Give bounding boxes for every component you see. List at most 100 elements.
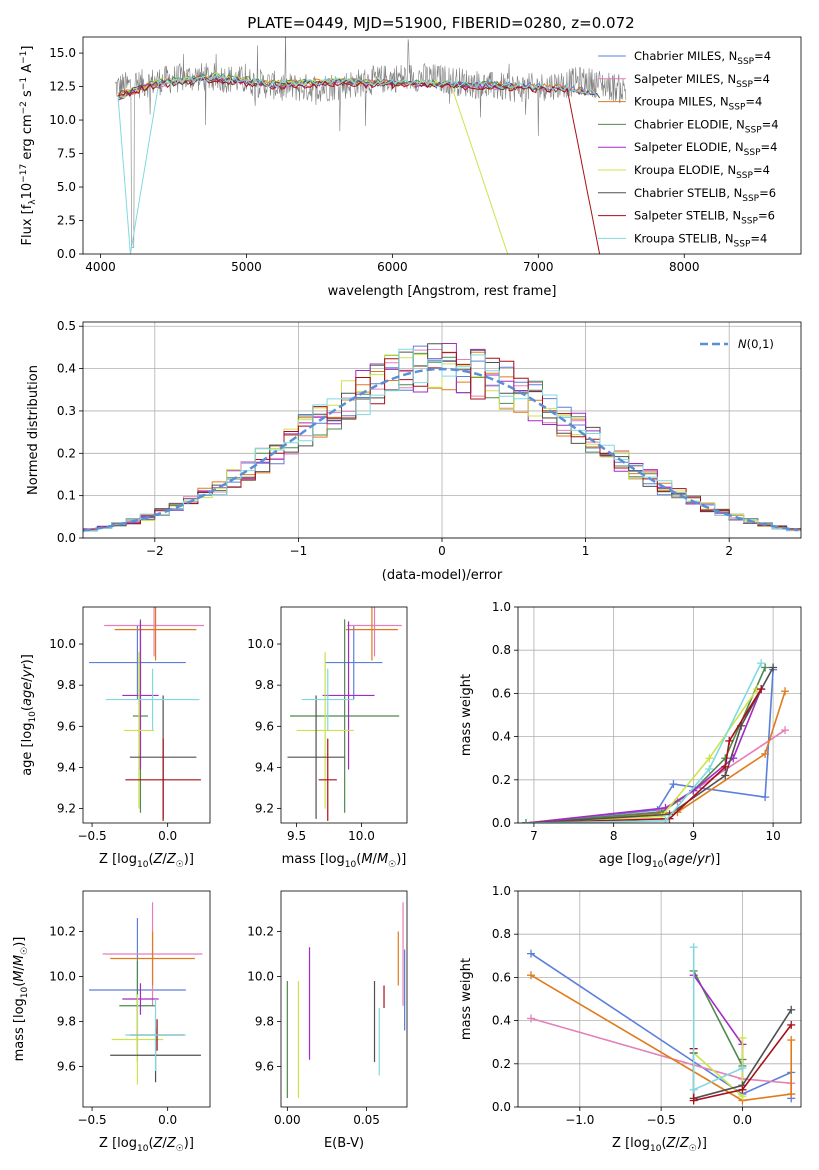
x-tick-label: 0.00 [274,1113,301,1127]
plus-marker [787,1020,796,1029]
mass-weight-line [693,974,744,1086]
y-tick-label: 10.2 [247,925,274,939]
x-tick-label: 10 [765,829,780,843]
y-tick-label: 9.8 [255,1015,274,1029]
axes-border [517,606,802,824]
plus-marker [769,663,778,672]
axes-age-vs-z: −0.5 0.0 9.2 9.4 9.6 9.8 10.0 Z [log10(Z/Z☉)] ag… [20,606,211,870]
x-tick-label: 9 [690,829,698,843]
x-tick-label: −2 [146,544,164,558]
y-tick-label: 15.0 [49,46,76,60]
plus-marker [721,754,730,763]
axes-frame: 7 8 9 10 0.0 0.2 0.4 0.6 0.8 1.0 [492,600,802,843]
legend: N(0,1) [700,337,774,351]
errorbar-point [296,652,354,809]
plus-marker [787,1005,796,1014]
x-tick-label: 7 [530,829,538,843]
errorbar-point [325,625,383,700]
y-tick-label: 0.4 [492,1014,511,1028]
x-tick-label: −0.5 [78,1113,107,1127]
y-tick-label: 0.2 [57,446,76,460]
errorbar-point [318,738,337,821]
y-tick-label: 9.2 [255,802,274,816]
observed-spectrum [114,37,627,248]
legend-label: Kroupa STELIB, NSSP=4 [634,231,767,249]
y-tick-label: 10.0 [49,113,76,127]
y-tick-label: 0.6 [492,970,511,984]
y-tick-label: 0.4 [57,362,76,376]
x-tick-label: 8 [610,829,618,843]
plus-marker [721,771,730,780]
y-axis-label: mass weight [459,674,474,756]
errorbar-point [122,983,159,1015]
y-tick-label: 0.8 [492,927,511,941]
y-tick-label: 10.0 [247,970,274,984]
errorbar-point [345,607,398,661]
errorbar-point [89,625,186,700]
model-spectrum-line [117,78,601,254]
y-tick-label: 9.8 [57,1015,76,1029]
axes-border [82,606,211,824]
x-axis-label: E(B-V) [324,1136,364,1151]
axes-border [280,890,408,1108]
axes-frame: −0.5 0.0 9.2 9.4 9.6 9.8 10.0 [49,606,211,843]
errorbar-point [123,652,155,809]
legend: Chabrier MILES, NSSP=4 Salpeter MILES, NS… [598,49,779,249]
x-tick-label: 4000 [85,260,116,274]
axes-age-vs-mass: 9.5 10.0 9.2 9.4 9.6 9.8 10.0 mass [log10(M/M☉)… [247,606,408,870]
y-tick-label: 10.0 [247,637,274,651]
x-tick-label: 2 [725,544,733,558]
y-tick-label: 5.0 [57,180,76,194]
axes-frame: −2 −1 0 1 2 0.0 0.1 0.2 0.3 0.4 0.5 [57,319,802,558]
mass-weight-line [525,667,774,823]
y-tick-label: 1.0 [492,600,511,614]
plus-marker [527,1014,536,1023]
plus-marker [689,1085,698,1094]
plus-marker [527,971,536,980]
y-axis-label: Normed distribution [26,365,41,495]
plus-marker [689,943,698,952]
y-tick-label: 9.6 [255,1060,274,1074]
x-tick-label: 0.0 [158,829,177,843]
x-tick-label: 7000 [523,260,554,274]
plus-marker [705,754,714,763]
x-tick-label: 1 [582,544,590,558]
x-tick-label: 0.05 [353,1113,380,1127]
legend-label: Chabrier STELIB, NSSP=6 [634,186,776,204]
plot-area [114,37,627,254]
y-axis-label: age [log10(age/yr)] [20,654,38,776]
axes-mass-vs-z: −0.5 0.0 9.6 9.8 10.0 10.2 Z [log10(Z/Z☉)] mass… [12,890,211,1154]
y-axis-label: mass weight [459,958,474,1040]
y-tick-label: 0.3 [57,404,76,418]
plus-marker [705,765,714,773]
y-tick-label: 10.0 [49,637,76,651]
plot-area [286,902,406,1098]
x-tick-label: −1.0 [565,1113,594,1127]
errorbar-point [114,607,197,661]
axes-border [517,890,802,1108]
y-tick-label: 10.0 [49,970,76,984]
plus-marker [721,762,730,771]
y-tick-label: 2.5 [57,214,76,228]
y-axis-label: mass [log10(M/M☉)] [12,937,30,1062]
errorbar-point [287,695,345,819]
y-tick-label: 9.2 [57,802,76,816]
plus-marker [738,1064,747,1073]
y-tick-label: 0.0 [492,816,511,830]
legend-label: Salpeter MILES, NSSP=4 [634,72,770,90]
x-axis-label: wavelength [Angstrom, rest frame] [328,284,557,299]
mass-weight-line [525,688,758,823]
plus-marker [761,663,770,672]
axes-border [280,606,408,824]
axes-spectrum: 4000 5000 6000 7000 8000 0.0 2.5 5.0 7.5 10.0 12.5… [19,36,802,299]
gaussian-curve [83,367,799,532]
plus-marker [757,659,766,668]
y-tick-label: 9.8 [57,678,76,692]
axes-mass-weight-vs-age: 7 8 9 10 0.0 0.2 0.4 0.6 0.8 1.0 age [log10(age/yr… [459,600,802,870]
y-tick-label: 1.0 [492,884,511,898]
plus-marker [787,1036,796,1045]
axes-frame: 0.00 0.05 9.6 9.8 10.0 10.2 [247,890,408,1127]
axes-mass-weight-vs-z: −1.0 −0.5 0.0 0.0 0.2 0.4 0.6 0.8 1.0 Z [log10(Z/… [459,884,802,1154]
axes-frame: 4000 5000 6000 7000 8000 0.0 2.5 5.0 7.5 10.0 12.5… [49,36,802,274]
